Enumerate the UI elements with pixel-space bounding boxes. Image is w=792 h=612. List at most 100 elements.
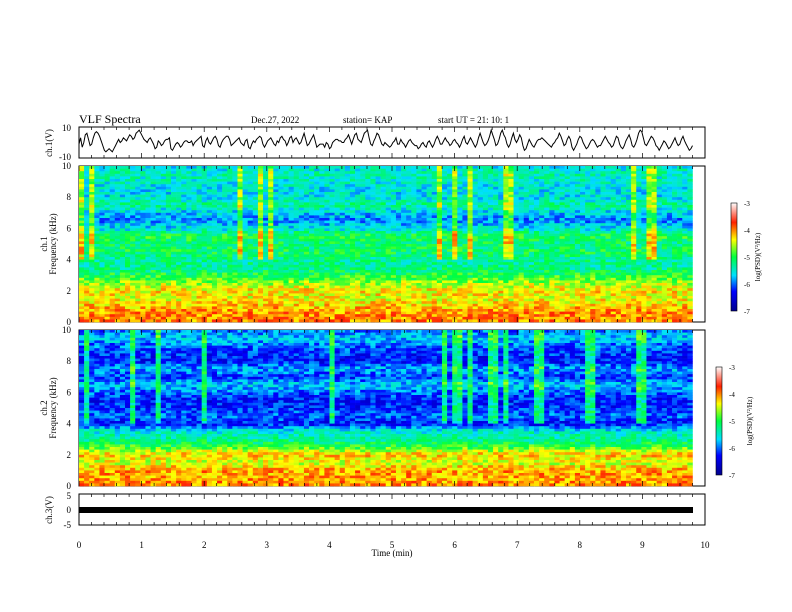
spectrogram-cell xyxy=(130,225,136,229)
spectrogram-cell xyxy=(339,173,346,177)
spectrogram-cell xyxy=(298,197,305,201)
spectrogram-cell xyxy=(94,184,100,188)
spectrogram-cell xyxy=(477,264,484,268)
spectrogram-cell xyxy=(114,225,121,229)
spectrogram-cell xyxy=(130,212,136,216)
spectrogram-cell xyxy=(140,293,146,297)
spectrogram-cell xyxy=(472,298,479,302)
spectrogram-cell xyxy=(247,249,254,253)
spectrogram-cell xyxy=(385,246,392,250)
spectrogram-cell xyxy=(339,189,346,193)
spectrogram-cell xyxy=(344,244,351,247)
spectrogram-cell xyxy=(436,179,443,182)
spectrogram-cell xyxy=(365,199,371,203)
spectrogram-cell xyxy=(145,176,151,180)
spectrogram-cell xyxy=(329,244,335,247)
spectrogram-cell xyxy=(431,231,438,234)
spectrogram-cell xyxy=(257,280,264,284)
spectrogram-cell xyxy=(268,249,274,253)
spectrogram-cell xyxy=(309,168,315,172)
spectrogram-cell xyxy=(130,166,136,169)
spectrogram-cell xyxy=(406,168,412,172)
spectrogram-cell xyxy=(319,288,325,292)
spectrogram-cell xyxy=(135,303,141,307)
spectrogram-cell xyxy=(268,171,274,175)
spectrogram-cell xyxy=(288,189,295,193)
spectrogram-cell xyxy=(298,293,305,297)
spectrogram-cell xyxy=(160,220,167,224)
spectrogram-cell xyxy=(206,293,213,297)
spectrogram-cell xyxy=(222,238,228,242)
spectrogram-cell xyxy=(114,228,121,232)
spectrogram-cell xyxy=(324,267,330,271)
spectrogram-cell xyxy=(125,257,131,260)
spectrogram-cell xyxy=(288,218,295,221)
spectrogram-cell xyxy=(125,220,131,224)
spectrogram-cell xyxy=(498,301,504,305)
spectrogram-cell xyxy=(201,246,208,250)
spectrogram-cell xyxy=(329,290,335,294)
spectrogram-cell xyxy=(247,288,254,292)
spectrogram-cell xyxy=(150,186,156,190)
spectrogram-cell xyxy=(237,254,243,258)
spectrogram-cell xyxy=(472,267,479,271)
spectrogram-cell xyxy=(176,168,182,172)
spectrogram-cell xyxy=(421,316,427,320)
spectrogram-cell xyxy=(268,192,274,195)
spectrogram-cell xyxy=(467,210,473,214)
spectrogram-cell xyxy=(375,272,381,276)
spectrogram-cell xyxy=(171,244,177,247)
spectrogram-cell xyxy=(355,194,361,198)
spectrogram-cell xyxy=(135,223,141,227)
spectrogram-cell xyxy=(130,168,136,172)
spectrogram-cell xyxy=(242,246,248,250)
spectrogram-cell xyxy=(227,319,233,323)
spectrogram-cell xyxy=(114,186,121,190)
spectrogram-cell xyxy=(201,186,208,190)
spectrogram-cell xyxy=(119,277,126,281)
spectrogram-cell xyxy=(79,210,85,214)
spectrogram-cell xyxy=(104,228,110,232)
spectrogram-cell xyxy=(130,207,136,211)
spectrogram-cell xyxy=(421,233,427,237)
spectrogram-cell xyxy=(416,225,422,229)
spectrogram-cell xyxy=(436,168,443,172)
spectrogram-cell xyxy=(278,205,284,208)
spectrogram-cell xyxy=(176,272,182,276)
spectrogram-cell xyxy=(319,236,325,240)
spectrogram-cell xyxy=(135,241,141,245)
spectrogram-cell xyxy=(94,267,100,271)
spectrogram-cell xyxy=(227,207,233,211)
spectrogram-cell xyxy=(186,241,192,245)
spectrogram-cell xyxy=(176,285,182,289)
spectrogram-cell xyxy=(344,283,351,286)
spectrogram-cell xyxy=(140,254,146,258)
spectrogram-cell xyxy=(140,303,146,307)
spectrogram-cell xyxy=(247,283,254,286)
spectrogram-cell xyxy=(411,228,417,232)
spectrogram-cell xyxy=(222,309,228,312)
spectrogram-cell xyxy=(237,306,243,310)
spectrogram-cell xyxy=(201,267,208,271)
spectrogram-cell xyxy=(79,311,85,315)
spectrogram-cell xyxy=(390,218,397,221)
spectrogram-cell xyxy=(385,168,392,172)
spectrogram-cell xyxy=(257,311,264,315)
spectrogram-cell xyxy=(355,225,361,229)
spectrogram-cell xyxy=(334,212,341,216)
spectrogram-cell xyxy=(99,189,105,193)
spectrogram-cell xyxy=(319,220,325,224)
spectrogram-cell xyxy=(421,184,427,188)
spectrogram-cell xyxy=(99,218,105,221)
spectrogram-cell xyxy=(278,244,284,247)
spectrogram-cell xyxy=(303,280,310,284)
spectrogram-cell xyxy=(339,212,346,216)
spectrogram-cell xyxy=(130,192,136,195)
spectrogram-cell xyxy=(447,179,453,182)
spectrogram-cell xyxy=(114,218,121,221)
spectrogram-cell xyxy=(79,254,85,258)
spectrogram-cell xyxy=(385,301,392,305)
spectrogram-cell xyxy=(181,192,187,195)
spectrogram-cell xyxy=(263,290,269,294)
spectrogram-cell xyxy=(477,236,484,240)
